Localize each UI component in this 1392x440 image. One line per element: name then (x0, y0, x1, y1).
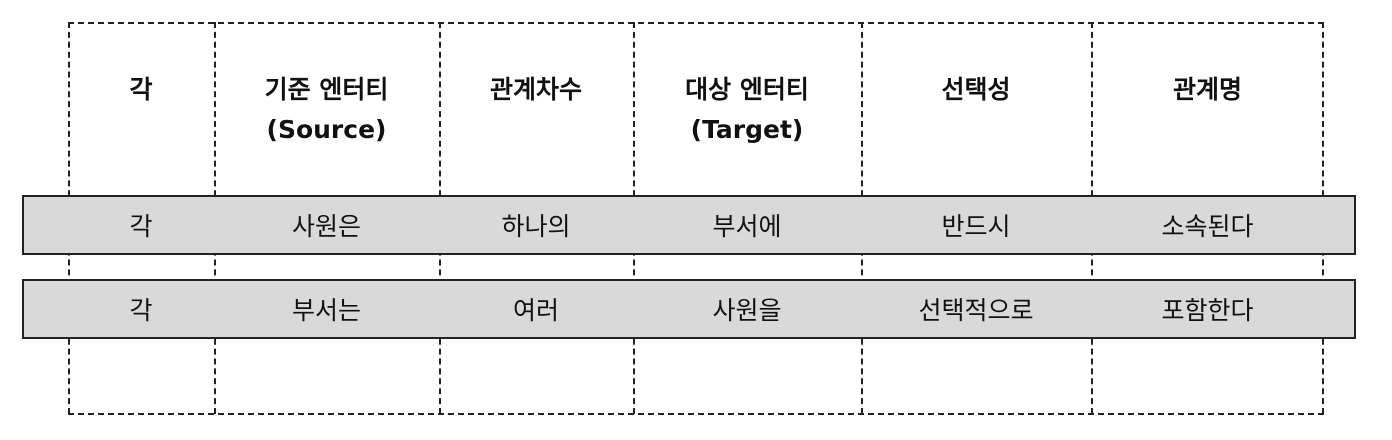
row2-each: 각 (129, 296, 153, 325)
row1-optionality: 반드시 (941, 212, 1011, 241)
sentence-row-2 (22, 279, 1356, 339)
row2-optionality: 선택적으로 (918, 296, 1034, 325)
row2-target: 사원을 (712, 296, 782, 325)
header-target-entity: 대상 엔터티 (Target) (685, 75, 809, 144)
header-each: 각 (129, 75, 153, 104)
frame-top-border (68, 22, 1324, 24)
header-relationship-name: 관계명 (1172, 75, 1242, 104)
header-source-entity: 기준 엔터티 (Source) (264, 75, 389, 144)
row1-cardinality: 하나의 (501, 212, 571, 241)
header-optionality: 선택성 (941, 75, 1011, 104)
row2-cardinality: 여러 (512, 296, 559, 325)
row1-each: 각 (129, 212, 153, 241)
sentence-row-1 (22, 195, 1356, 255)
row1-relationship-name: 소속된다 (1161, 212, 1254, 241)
row1-source: 사원은 (291, 212, 361, 241)
header-cardinality: 관계차수 (489, 75, 582, 104)
row2-source: 부서는 (291, 296, 361, 325)
row2-relationship-name: 포함한다 (1161, 296, 1254, 325)
frame-bottom-border (68, 413, 1324, 415)
row1-target: 부서에 (712, 212, 782, 241)
